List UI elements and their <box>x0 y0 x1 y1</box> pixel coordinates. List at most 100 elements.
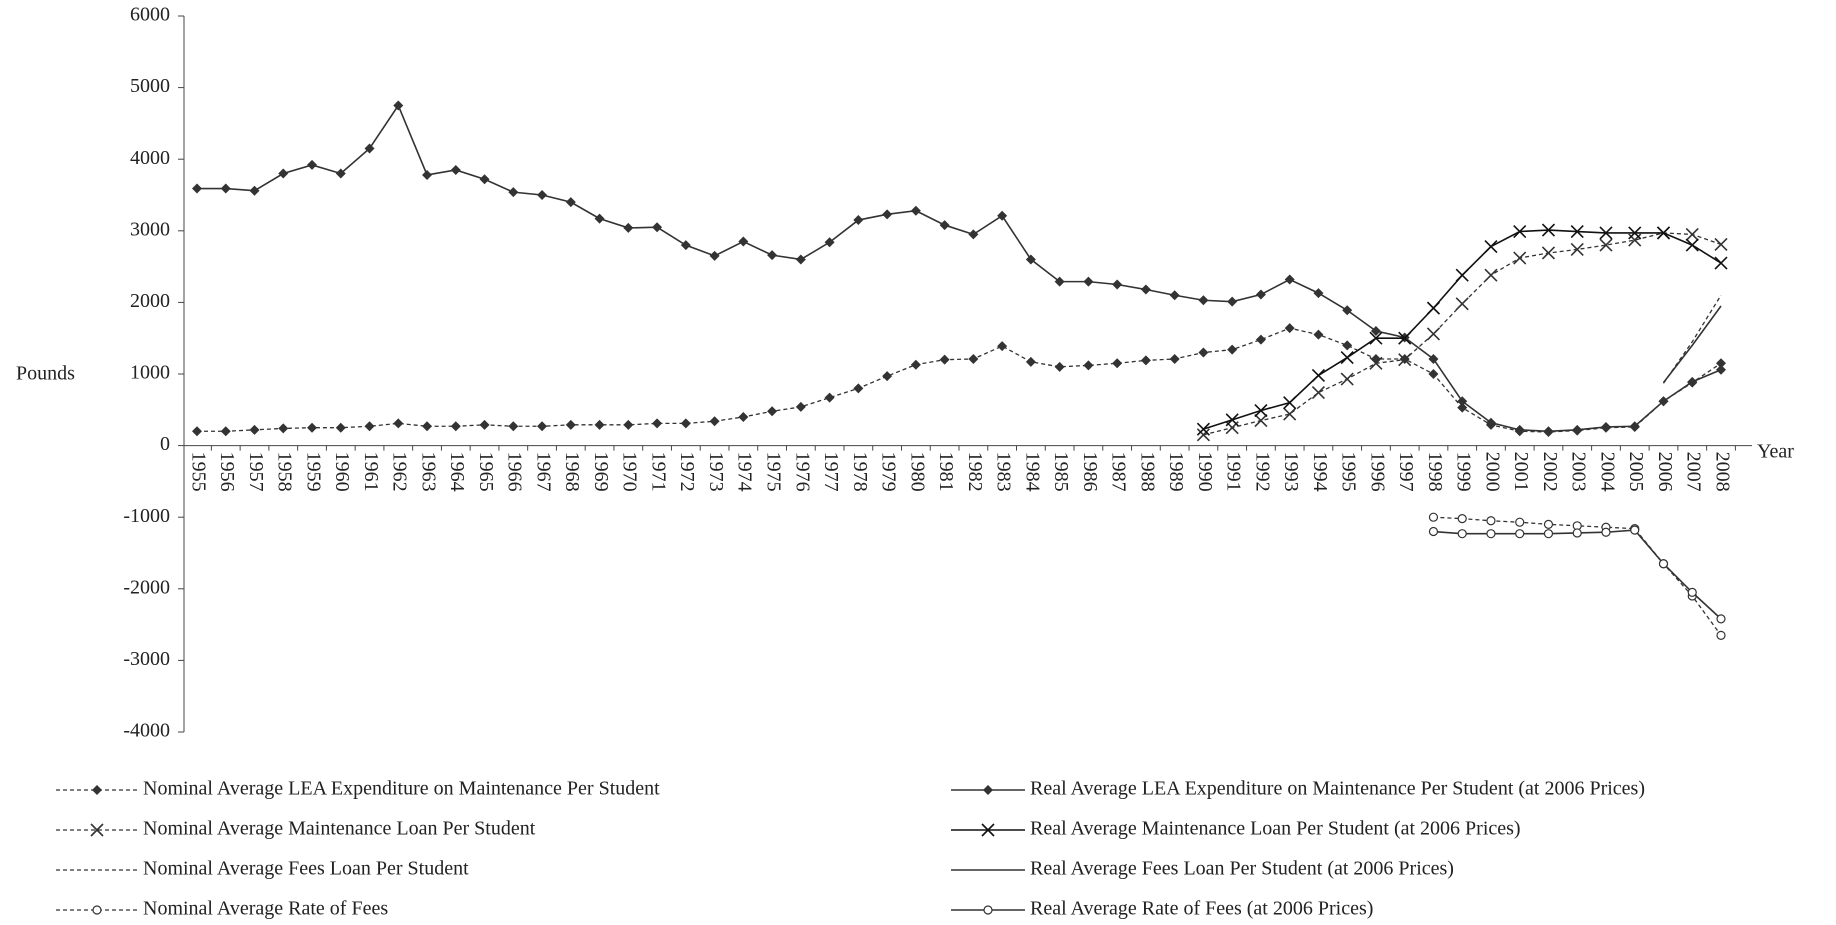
x-tick-label: 1966 <box>504 452 526 492</box>
marker <box>1311 386 1325 400</box>
marker <box>1025 254 1036 265</box>
marker <box>1283 407 1297 421</box>
x-tick-label: 1990 <box>1194 452 1216 492</box>
marker <box>1541 223 1556 237</box>
marker <box>795 254 806 265</box>
marker <box>1658 396 1669 407</box>
x-tick-label: 1994 <box>1309 452 1331 492</box>
marker <box>1311 368 1325 382</box>
marker <box>1455 268 1469 282</box>
marker <box>623 222 634 233</box>
marker <box>981 823 995 837</box>
marker <box>565 197 576 208</box>
x-tick-label: 1975 <box>763 452 785 492</box>
marker <box>1714 237 1728 251</box>
marker <box>738 411 749 422</box>
marker <box>1541 246 1556 260</box>
series <box>192 323 1726 437</box>
x-tick-label: 1985 <box>1050 452 1072 492</box>
marker <box>450 164 461 175</box>
marker <box>1716 630 1726 640</box>
marker <box>92 905 102 915</box>
marker <box>853 215 864 226</box>
marker <box>1543 426 1554 437</box>
y-tick-label: -1000 <box>123 505 170 527</box>
marker <box>594 419 605 430</box>
marker <box>1342 340 1353 351</box>
marker <box>1025 356 1036 367</box>
marker <box>1198 295 1209 306</box>
marker <box>1284 274 1295 285</box>
marker <box>1484 268 1498 282</box>
x-tick-label: 1987 <box>1108 452 1130 492</box>
marker <box>1227 344 1238 355</box>
x-tick-label: 1984 <box>1021 452 1043 492</box>
legend-label: Nominal Average Fees Loan Per Student <box>143 858 469 880</box>
y-axis-label: Pounds <box>16 363 75 385</box>
marker <box>450 421 461 432</box>
marker <box>1687 376 1698 387</box>
marker <box>853 383 864 394</box>
marker <box>1398 353 1412 367</box>
marker <box>767 250 778 261</box>
y-tick-label: 3000 <box>130 218 170 240</box>
marker <box>1543 529 1554 539</box>
marker <box>249 424 260 435</box>
marker <box>1486 529 1496 539</box>
marker <box>939 354 950 365</box>
marker <box>1342 305 1353 316</box>
marker <box>1083 360 1094 371</box>
series-line <box>1433 516 1722 636</box>
marker <box>1514 424 1525 435</box>
marker <box>1370 326 1381 337</box>
marker <box>939 220 950 231</box>
x-tick-label: 1989 <box>1165 452 1187 492</box>
x-tick-label: 1958 <box>274 452 296 492</box>
x-tick-label: 2001 <box>1510 452 1532 492</box>
marker <box>307 159 318 170</box>
marker <box>1398 331 1412 345</box>
series <box>1196 223 1728 436</box>
marker <box>1572 528 1582 538</box>
x-tick-label: 1982 <box>964 452 986 492</box>
series-line <box>197 327 1722 433</box>
y-tick-label: 2000 <box>130 290 170 312</box>
marker <box>882 371 893 382</box>
marker <box>479 419 490 430</box>
marker <box>364 143 375 154</box>
marker <box>997 210 1008 221</box>
marker <box>1169 353 1180 364</box>
marker <box>1227 296 1238 307</box>
marker <box>709 250 720 261</box>
x-tick-label: 1963 <box>417 452 439 492</box>
marker <box>1428 369 1439 379</box>
marker <box>364 421 375 432</box>
marker <box>393 418 404 429</box>
marker <box>1543 519 1554 529</box>
legend-label: Nominal Average LEA Expenditure on Maint… <box>143 778 660 800</box>
x-tick-label: 1960 <box>331 452 353 492</box>
marker <box>565 419 576 430</box>
marker <box>1685 227 1699 241</box>
legend-label: Real Average Fees Loan Per Student (at 2… <box>1030 858 1454 880</box>
marker <box>983 785 993 795</box>
marker <box>882 209 893 220</box>
marker <box>983 905 993 915</box>
y-tick-label: 5000 <box>130 75 170 97</box>
x-tick-label: 1981 <box>935 452 957 492</box>
series <box>1662 305 1722 384</box>
marker <box>1198 347 1209 358</box>
x-tick-label: 2003 <box>1568 452 1590 492</box>
x-tick-label: 1959 <box>302 452 324 492</box>
x-tick-label: 1957 <box>245 452 267 492</box>
marker <box>1313 288 1324 299</box>
marker <box>1570 242 1584 256</box>
marker <box>1457 396 1468 407</box>
marker <box>1428 512 1439 522</box>
series <box>1428 525 1726 624</box>
marker <box>1112 279 1123 290</box>
x-tick-label: 1983 <box>993 452 1015 492</box>
marker <box>1054 361 1065 372</box>
marker <box>1340 350 1354 365</box>
